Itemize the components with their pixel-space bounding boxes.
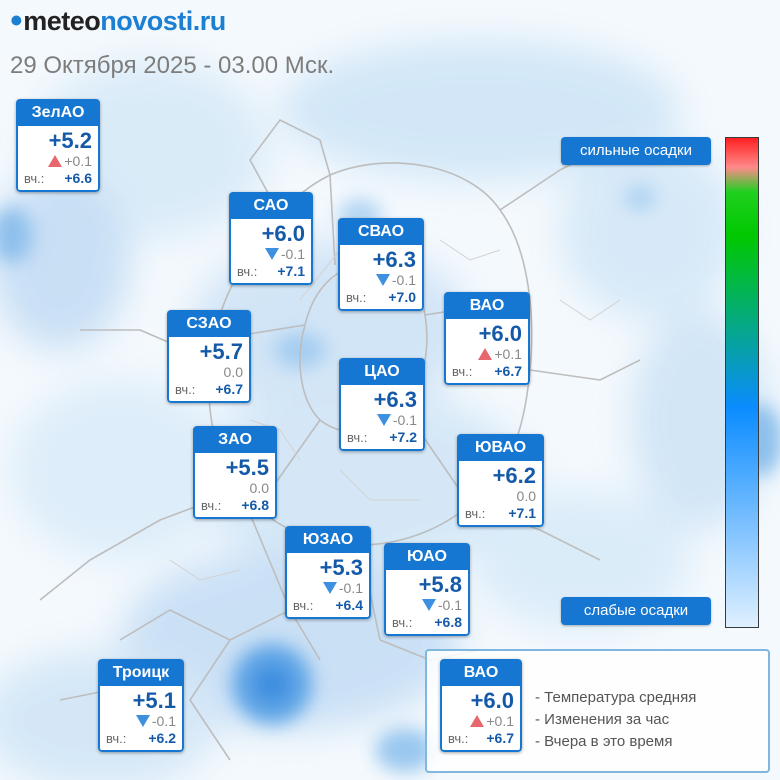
district-card[interactable]: ЗАО +5.5 0.0 вч.: +6.8 <box>193 426 277 519</box>
district-card[interactable]: ВАО +6.0 +0.1 вч.: +6.7 <box>444 292 530 385</box>
card-yesterday: вч.: +6.8 <box>392 614 462 630</box>
card-change: -0.1 <box>346 272 416 289</box>
card-yesterday: вч.: +6.6 <box>24 170 92 186</box>
card-district-name: СЗАО <box>167 310 251 337</box>
district-card[interactable]: ЗелАО +5.2 +0.1 вч.: +6.6 <box>16 99 100 192</box>
card-district-name: Троицк <box>98 659 184 686</box>
card-district-name: ЦАО <box>339 358 425 385</box>
district-card[interactable]: ЮАО +5.8 -0.1 вч.: +6.8 <box>384 543 470 636</box>
card-district-name: ВАО <box>440 659 522 686</box>
card-temperature: +6.0 <box>470 688 514 713</box>
card-yesterday: вч.: +6.7 <box>452 363 522 379</box>
trend-down-icon <box>375 274 390 286</box>
logo-text-meteo: meteo <box>23 6 101 36</box>
logo-text-ru: .ru <box>192 6 227 36</box>
trend-up-icon <box>470 715 485 727</box>
card-change: +0.1 <box>24 153 92 170</box>
card-temperature: +6.0 <box>261 221 305 246</box>
card-change: +0.1 <box>452 346 522 363</box>
scale-low-label: слабые осадки <box>561 597 711 625</box>
card-yesterday: вч.: +7.1 <box>237 263 305 279</box>
card-yesterday: вч.: +7.2 <box>347 429 417 445</box>
legend-line-yesterday: - Вчера в это время <box>535 733 673 750</box>
card-temperature: +5.2 <box>48 128 92 153</box>
card-district-name: ЮЗАО <box>285 526 371 553</box>
legend-descriptions: - Температура средняя - Изменения за час… <box>535 687 696 753</box>
legend-box: ВАО +6.0 +0.1 вч.: +6.7 - Температура сре… <box>425 649 770 773</box>
card-change: 0.0 <box>516 488 536 504</box>
card-yesterday: вч.: +6.7 <box>175 381 243 397</box>
legend-line-change: - Изменения за час <box>535 711 670 728</box>
card-change: -0.1 <box>392 597 462 614</box>
precipitation-scale-bar <box>725 137 759 628</box>
card-temperature: +5.3 <box>319 555 363 580</box>
trend-down-icon <box>376 414 391 426</box>
card-change: -0.1 <box>347 412 417 429</box>
trend-down-icon <box>322 582 337 594</box>
district-card[interactable]: ЮЗАО +5.3 -0.1 вч.: +6.4 <box>285 526 371 619</box>
district-card[interactable]: ЮВАО +6.2 0.0 вч.: +7.1 <box>457 434 544 527</box>
card-temperature: +6.3 <box>372 247 416 272</box>
logo-text-novosti: novosti <box>100 6 193 36</box>
card-change: -0.1 <box>237 246 305 263</box>
site-logo[interactable]: ꔷmeteonovosti.ru <box>10 6 226 38</box>
trend-up-icon <box>478 348 493 360</box>
scale-high-label: сильные осадки <box>561 137 711 165</box>
forecast-timestamp: 29 Октября 2025 - 03.00 Мск. <box>10 52 335 79</box>
card-temperature: +5.5 <box>225 455 269 480</box>
card-district-name: ВАО <box>444 292 530 319</box>
card-yesterday: вч.: +7.1 <box>465 505 536 521</box>
card-district-name: ЗелАО <box>16 99 100 126</box>
trend-down-icon <box>421 599 436 611</box>
card-yesterday: вч.: +7.0 <box>346 289 416 305</box>
card-temperature: +6.3 <box>373 387 417 412</box>
district-card[interactable]: СЗАО +5.7 0.0 вч.: +6.7 <box>167 310 251 403</box>
card-yesterday: вч.: +6.4 <box>293 597 363 613</box>
card-change: -0.1 <box>106 713 176 730</box>
card-temperature: +6.2 <box>492 463 536 488</box>
trend-down-icon <box>135 715 150 727</box>
district-card[interactable]: САО +6.0 -0.1 вч.: +7.1 <box>229 192 313 285</box>
district-card[interactable]: ЦАО +6.3 -0.1 вч.: +7.2 <box>339 358 425 451</box>
card-temperature: +5.8 <box>418 572 462 597</box>
logo-mark-icon: ꔷ <box>10 6 23 36</box>
card-yesterday: вч.: +6.8 <box>201 497 269 513</box>
card-district-name: САО <box>229 192 313 219</box>
legend-line-temp: - Температура средняя <box>535 689 697 706</box>
legend-example-card: ВАО +6.0 +0.1 вч.: +6.7 <box>440 659 522 752</box>
trend-up-icon <box>48 155 63 167</box>
card-change: -0.1 <box>293 580 363 597</box>
card-temperature: +5.7 <box>199 339 243 364</box>
district-card[interactable]: СВАО +6.3 -0.1 вч.: +7.0 <box>338 218 424 311</box>
card-yesterday: вч.: +6.2 <box>106 730 176 746</box>
card-temperature: +5.1 <box>132 688 176 713</box>
card-district-name: ЗАО <box>193 426 277 453</box>
card-district-name: ЮАО <box>384 543 470 570</box>
card-district-name: ЮВАО <box>457 434 544 461</box>
trend-down-icon <box>264 248 279 260</box>
district-card[interactable]: Троицк +5.1 -0.1 вч.: +6.2 <box>98 659 184 752</box>
card-change: 0.0 <box>223 364 243 380</box>
card-temperature: +6.0 <box>478 321 522 346</box>
card-district-name: СВАО <box>338 218 424 245</box>
card-yesterday: вч.: +6.7 <box>448 730 514 746</box>
card-change: +0.1 <box>448 713 514 730</box>
card-change: 0.0 <box>249 480 269 496</box>
